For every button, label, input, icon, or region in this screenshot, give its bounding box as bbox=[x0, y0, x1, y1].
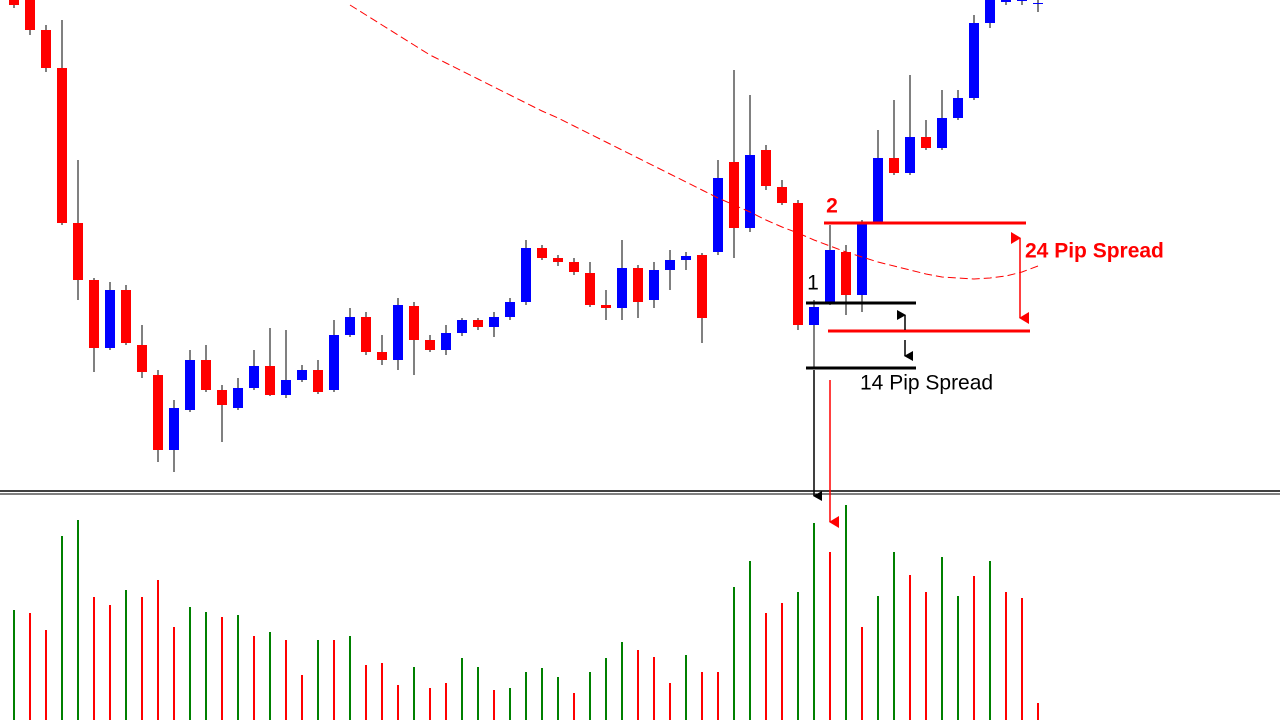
candle-body bbox=[1033, 3, 1043, 4]
candle-body bbox=[745, 155, 755, 228]
candle-body bbox=[841, 252, 851, 295]
candle-body bbox=[569, 262, 579, 272]
candle-body bbox=[281, 380, 291, 395]
candle-body bbox=[457, 320, 467, 333]
candle-body bbox=[521, 248, 531, 302]
candle-body bbox=[217, 390, 227, 405]
candle-body bbox=[761, 150, 771, 186]
candle-body bbox=[1001, 0, 1011, 2]
candle-body bbox=[793, 203, 803, 325]
candle-body bbox=[809, 307, 819, 325]
moving-average bbox=[349, 4, 1039, 280]
candle-body bbox=[249, 366, 259, 388]
candle-body bbox=[921, 137, 931, 148]
candle-body bbox=[441, 333, 451, 350]
candle-body bbox=[57, 68, 67, 223]
candle-body bbox=[73, 223, 83, 280]
candle-body bbox=[25, 0, 35, 30]
candle-body bbox=[713, 178, 723, 252]
candle-body bbox=[601, 305, 611, 308]
annotation: 24 Pip Spread bbox=[1025, 240, 1164, 263]
candle-body bbox=[953, 98, 963, 118]
candle-body bbox=[137, 345, 147, 372]
candle-body bbox=[361, 317, 371, 352]
candle-body bbox=[633, 268, 643, 302]
candle-body bbox=[777, 187, 787, 203]
candle-body bbox=[345, 317, 355, 335]
candle-body bbox=[489, 317, 499, 327]
candle-body bbox=[9, 0, 19, 5]
candle-body bbox=[425, 340, 435, 350]
candle-body bbox=[857, 223, 867, 295]
candle-body bbox=[729, 162, 739, 228]
candle-body bbox=[153, 375, 163, 450]
candle-body bbox=[89, 280, 99, 348]
candle-body bbox=[889, 158, 899, 173]
candle-body bbox=[937, 118, 947, 148]
candle-body bbox=[969, 23, 979, 98]
candle-body bbox=[505, 302, 515, 317]
candle-body bbox=[1017, 0, 1027, 1]
candle-body bbox=[313, 370, 323, 392]
candle-body bbox=[169, 408, 179, 450]
candle-body bbox=[41, 30, 51, 68]
candle-body bbox=[553, 258, 563, 262]
candle-body bbox=[697, 255, 707, 318]
candle-body bbox=[905, 137, 915, 173]
candle-body bbox=[681, 256, 691, 260]
annotation-lines bbox=[806, 221, 1030, 528]
candle-body bbox=[393, 305, 403, 360]
candle-body bbox=[537, 248, 547, 258]
candle-body bbox=[329, 335, 339, 390]
candle-body bbox=[873, 158, 883, 222]
candle-body bbox=[121, 290, 131, 343]
candle-body bbox=[377, 352, 387, 360]
candle-body bbox=[105, 290, 115, 348]
candle-body bbox=[265, 366, 275, 395]
candle-body bbox=[985, 0, 995, 23]
annotation: 1 bbox=[807, 272, 819, 295]
candle-body bbox=[233, 388, 243, 408]
annotation: 2 bbox=[826, 195, 838, 218]
candle-body bbox=[825, 250, 835, 303]
candle-body bbox=[185, 360, 195, 410]
candle-body bbox=[201, 360, 211, 390]
annotation: 14 Pip Spread bbox=[860, 372, 993, 395]
candle-body bbox=[297, 370, 307, 380]
candle-body bbox=[585, 273, 595, 305]
candle-body bbox=[409, 306, 419, 340]
candle-body bbox=[665, 260, 675, 270]
candle-body bbox=[473, 320, 483, 327]
plot bbox=[9, 0, 1043, 720]
candle-body bbox=[617, 268, 627, 308]
candle-body bbox=[649, 270, 659, 300]
